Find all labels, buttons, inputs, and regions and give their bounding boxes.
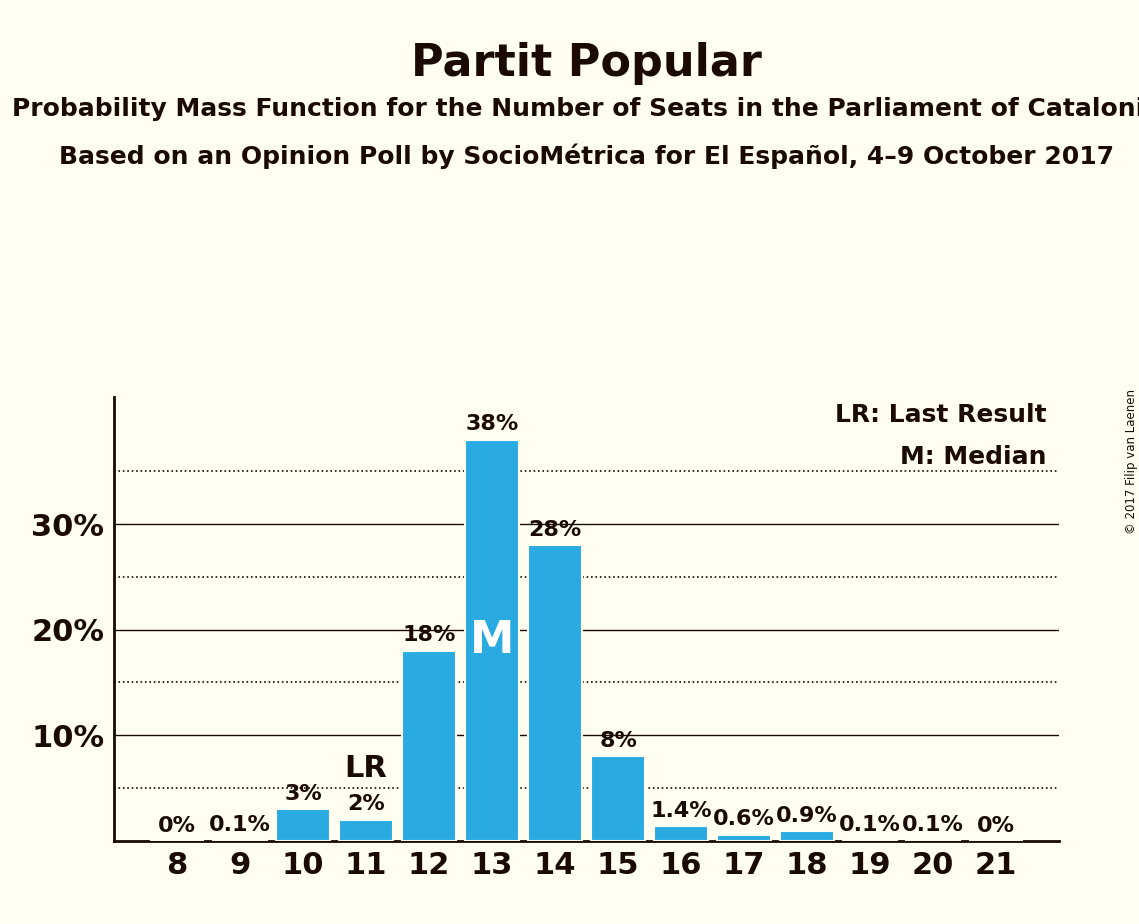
Bar xyxy=(402,650,456,841)
Text: 3%: 3% xyxy=(284,784,322,804)
Bar xyxy=(465,440,519,841)
Bar xyxy=(907,840,960,841)
Text: 0.1%: 0.1% xyxy=(902,814,964,834)
Text: 1.4%: 1.4% xyxy=(650,801,712,821)
Bar xyxy=(528,545,582,841)
Bar xyxy=(276,809,330,841)
Text: Based on an Opinion Poll by SocioMétrica for El Español, 4–9 October 2017: Based on an Opinion Poll by SocioMétrica… xyxy=(59,143,1114,169)
Bar xyxy=(654,826,708,841)
Text: M: Median: M: Median xyxy=(900,444,1047,468)
Text: 2%: 2% xyxy=(347,795,385,814)
Text: 0.9%: 0.9% xyxy=(777,806,838,826)
Text: 0%: 0% xyxy=(158,816,196,835)
Bar xyxy=(591,757,645,841)
Text: 38%: 38% xyxy=(466,414,518,434)
Bar xyxy=(843,840,898,841)
Text: © 2017 Filip van Laenen: © 2017 Filip van Laenen xyxy=(1124,390,1138,534)
Text: 0%: 0% xyxy=(977,816,1015,835)
Text: 0.1%: 0.1% xyxy=(839,814,901,834)
Bar xyxy=(718,834,771,841)
Bar xyxy=(339,820,393,841)
Text: 0.1%: 0.1% xyxy=(210,814,271,834)
Bar xyxy=(780,832,834,841)
Bar xyxy=(213,840,267,841)
Text: LR: Last Result: LR: Last Result xyxy=(835,403,1047,427)
Text: Probability Mass Function for the Number of Seats in the Parliament of Catalonia: Probability Mass Function for the Number… xyxy=(13,97,1139,121)
Text: 8%: 8% xyxy=(599,731,637,751)
Text: M: M xyxy=(470,619,514,662)
Text: LR: LR xyxy=(345,754,387,783)
Text: Partit Popular: Partit Popular xyxy=(411,42,762,85)
Text: 28%: 28% xyxy=(528,520,582,540)
Text: 18%: 18% xyxy=(402,626,456,646)
Text: 0.6%: 0.6% xyxy=(713,809,775,829)
